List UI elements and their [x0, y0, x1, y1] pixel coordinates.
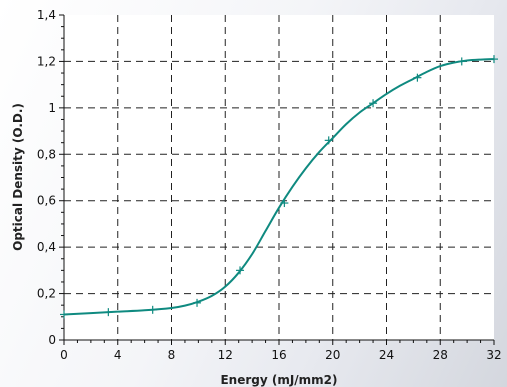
tick-marks: [59, 14, 495, 345]
data-point-4: [236, 266, 245, 275]
x-tick-label-1: 4: [114, 348, 122, 362]
x-tick-label-0: 0: [60, 348, 68, 362]
y-tick-label-1: 0,2: [37, 287, 56, 301]
x-axis-title: Energy (mJ/mm2): [220, 373, 337, 387]
data-point-1: [104, 308, 113, 317]
x-tick-label-6: 24: [379, 348, 394, 362]
x-tick-label-7: 28: [433, 348, 448, 362]
data-point-5: [280, 199, 289, 208]
y-tick-label-6: 1,2: [37, 54, 56, 68]
data-point-6: [324, 136, 333, 145]
data-point-10: [490, 55, 498, 64]
x-tick-label-2: 8: [168, 348, 176, 362]
data-point-9: [457, 57, 466, 66]
data-point-0: [60, 310, 68, 319]
x-tick-label-4: 16: [271, 348, 286, 362]
data-point-3: [193, 298, 202, 307]
data-series: [60, 55, 498, 319]
data-point-7: [369, 99, 378, 108]
x-tick-label-5: 20: [325, 348, 340, 362]
x-tick-label-8: 32: [486, 348, 501, 362]
data-point-2: [148, 305, 157, 314]
y-tick-label-5: 1: [48, 101, 56, 115]
data-point-8: [413, 73, 422, 82]
y-tick-label-0: 0: [48, 333, 56, 347]
grid-lines: [64, 15, 494, 340]
y-tick-label-4: 0,8: [37, 147, 56, 161]
series-line-0: [63, 58, 495, 316]
x-tick-label-3: 12: [218, 348, 233, 362]
y-tick-label-3: 0,6: [37, 194, 56, 208]
y-tick-label-7: 1,4: [37, 8, 56, 22]
y-tick-label-2: 0,4: [37, 240, 56, 254]
axis-titles: Energy (mJ/mm2) Optical Density (O.D.): [11, 103, 338, 387]
y-axis-title: Optical Density (O.D.): [11, 103, 25, 251]
tick-labels: 0 4 8 12 16 20 24 28 32 0 0,2 0,4 0,6 0,8 1 1,2 1,4: [37, 8, 502, 362]
